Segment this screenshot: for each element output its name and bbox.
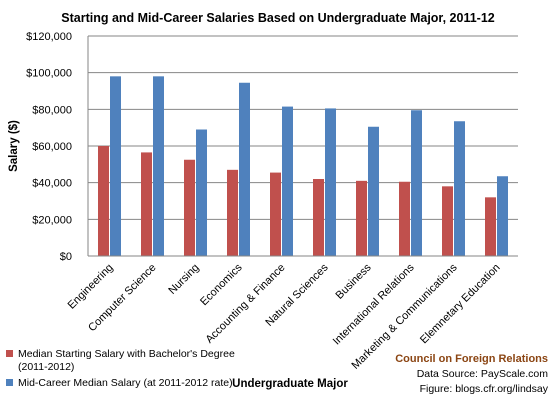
x-tick-label: Elemnetary Education xyxy=(418,262,503,347)
chart-title: Starting and Mid-Career Salaries Based o… xyxy=(61,11,495,25)
y-tick-label: $80,000 xyxy=(32,104,72,116)
x-tick-label: International Relations xyxy=(331,261,417,347)
legend-label-midcareer: Mid-Career Median Salary (at 2011-2012 r… xyxy=(18,377,233,389)
bar-starting-1 xyxy=(141,152,152,256)
bar-midcareer-3 xyxy=(239,82,250,256)
bar-starting-6 xyxy=(356,180,367,256)
legend-swatch-midcareer xyxy=(6,379,13,386)
source-note: Council on Foreign Relations Data Source… xyxy=(395,352,548,397)
y-tick-label: $60,000 xyxy=(32,141,72,153)
y-tick-label: $40,000 xyxy=(32,178,72,190)
bars xyxy=(98,76,508,257)
bar-midcareer-1 xyxy=(153,76,164,256)
bar-starting-4 xyxy=(270,172,281,256)
bar-midcareer-6 xyxy=(368,126,379,256)
legend-label-starting: Median Starting Salary with Bachelor's D… xyxy=(18,348,235,373)
source-figure: Figure: blogs.cfr.org/lindsay xyxy=(419,383,548,395)
y-tick-label: $20,000 xyxy=(32,214,72,226)
gridlines xyxy=(88,35,518,220)
y-tick-label: $100,000 xyxy=(26,68,72,80)
bar-starting-7 xyxy=(399,181,410,256)
source-data: Data Source: PayScale.com xyxy=(416,368,548,380)
x-axis-title: Undergraduate Major xyxy=(232,378,348,390)
source-org: Council on Foreign Relations xyxy=(395,353,548,365)
bar-starting-8 xyxy=(442,186,453,256)
legend-item-midcareer: Mid-Career Median Salary (at 2011-2012 r… xyxy=(6,377,236,390)
bar-starting-0 xyxy=(98,146,109,256)
x-tick-label: Business xyxy=(334,261,374,301)
bar-midcareer-2 xyxy=(196,129,207,256)
legend: Median Starting Salary with Bachelor's D… xyxy=(6,348,236,394)
x-tick-label: Economics xyxy=(198,261,245,308)
bar-midcareer-5 xyxy=(325,108,336,257)
bar-midcareer-7 xyxy=(411,110,422,256)
bar-starting-3 xyxy=(227,169,238,256)
y-tick-label: $120,000 xyxy=(26,31,72,43)
bar-starting-2 xyxy=(184,159,195,256)
bar-midcareer-0 xyxy=(110,76,121,256)
y-axis-title: Salary ($) xyxy=(8,120,20,172)
bar-midcareer-8 xyxy=(454,121,465,256)
y-tick-label: $0 xyxy=(60,251,72,263)
bar-midcareer-4 xyxy=(282,106,293,256)
x-tick-label: Accounting & Finance xyxy=(203,262,287,346)
bar-starting-9 xyxy=(485,197,496,256)
bar-starting-5 xyxy=(313,179,324,256)
legend-item-starting: Median Starting Salary with Bachelor's D… xyxy=(6,348,236,373)
bar-midcareer-9 xyxy=(497,176,508,256)
legend-swatch-starting xyxy=(6,350,13,357)
y-tick-labels: $0 $20,000 $40,000 $60,000 $80,000 $100,000 $1… xyxy=(26,31,72,263)
x-tick-label: Nursing xyxy=(166,262,201,297)
